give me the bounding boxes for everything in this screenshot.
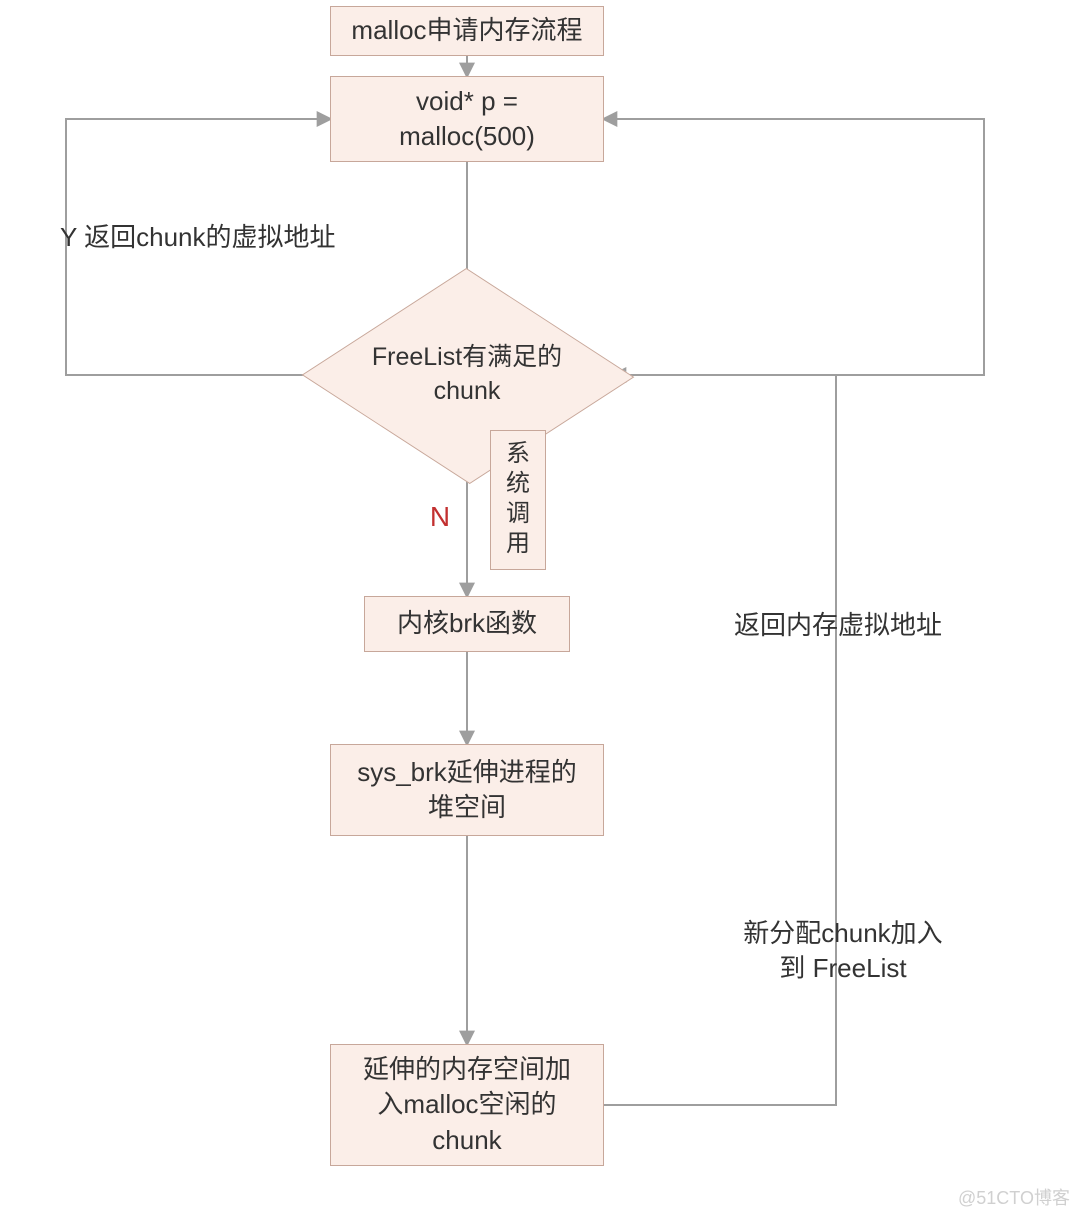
- watermark: @51CTO博客: [958, 1184, 1070, 1210]
- node-syscall-label: 系统调用: [506, 440, 530, 557]
- edge-label-new-chunk: 新分配chunk加入到 FreeList: [698, 916, 988, 986]
- edge-label-return-addr-text: 返回内存虚拟地址: [734, 610, 942, 640]
- edge-label-y: Y 返回chunk的虚拟地址: [60, 220, 360, 255]
- edge-label-y-text: 返回chunk的虚拟地址: [84, 222, 335, 252]
- edge-freelist-to-return: [604, 119, 984, 375]
- node-kernel-brk: 内核brk函数: [364, 596, 570, 652]
- edge-label-n: N: [420, 498, 460, 536]
- node-kernel-brk-label: 内核brk函数: [397, 606, 537, 641]
- node-syscall: 系统调用: [490, 430, 546, 570]
- edge-label-return-addr: 返回内存虚拟地址: [708, 608, 968, 643]
- node-freelist-label: FreeList有满足的chunk: [372, 341, 562, 409]
- node-freelist-decision: FreeList有满足的chunk: [321, 298, 613, 452]
- edge-label-new-chunk-text: 新分配chunk加入到 FreeList: [743, 918, 942, 983]
- watermark-text: @51CTO博客: [958, 1188, 1070, 1208]
- node-extend-mem: 延伸的内存空间加入malloc空闲的chunk: [330, 1044, 604, 1166]
- edge-label-y-letter: Y: [60, 222, 77, 252]
- node-sys-brk-label: sys_brk延伸进程的堆空间: [357, 755, 577, 825]
- node-title: malloc申请内存流程: [330, 6, 604, 56]
- node-malloc-call-label: void* p =malloc(500): [399, 84, 535, 154]
- edge-label-n-text: N: [430, 501, 450, 532]
- node-sys-brk: sys_brk延伸进程的堆空间: [330, 744, 604, 836]
- node-malloc-call: void* p =malloc(500): [330, 76, 604, 162]
- node-extend-mem-label: 延伸的内存空间加入malloc空闲的chunk: [363, 1052, 571, 1157]
- node-freelist-label-wrap: FreeList有满足的chunk: [321, 298, 613, 452]
- node-title-label: malloc申请内存流程: [351, 13, 582, 48]
- edge-extend-to-freelist: [604, 375, 836, 1105]
